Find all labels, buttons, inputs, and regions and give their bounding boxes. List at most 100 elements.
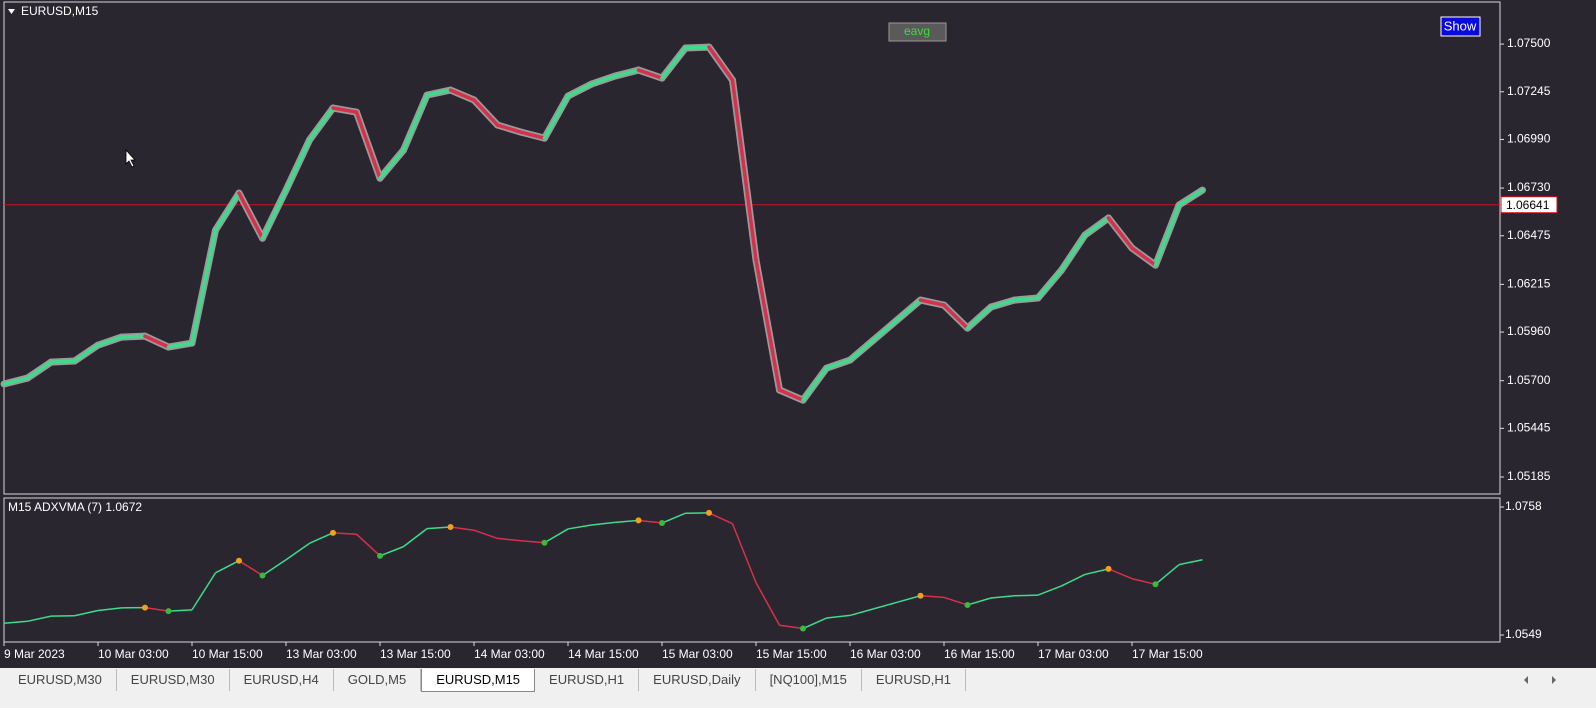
turn-dot	[964, 601, 971, 608]
turn-dot	[541, 539, 548, 546]
indicator-segment	[97, 607, 122, 612]
turn-dot	[447, 523, 454, 530]
indicator-segment	[520, 540, 545, 544]
x-tick-label: 16 Mar 15:00	[944, 647, 1015, 661]
adxvma-segment	[190, 228, 218, 345]
adxvma-segment	[895, 298, 923, 322]
adxvma-segment	[942, 303, 970, 330]
show-label: Show	[1444, 18, 1477, 33]
indicator-segment	[779, 624, 804, 630]
indicator-frame	[3, 497, 1501, 643]
turn-dot	[917, 592, 924, 599]
adxvma-segment	[707, 45, 735, 82]
mouse-cursor	[125, 148, 136, 168]
chart-tab[interactable]: GOLD,M5	[334, 669, 422, 691]
y-tick-label: 1.06990	[1507, 132, 1551, 146]
x-tick-label: 17 Mar 03:00	[1038, 647, 1109, 661]
adxvma-segment	[72, 343, 100, 363]
chart-tab[interactable]: [NQ100],M15	[756, 669, 862, 691]
indicator-segment	[896, 595, 921, 604]
chart-title: EURUSD,M15	[21, 4, 99, 18]
y-tick-label: 1.06730	[1507, 180, 1551, 194]
chart-tab[interactable]: EURUSD,M30	[117, 669, 230, 691]
adxvma-segment	[589, 74, 617, 86]
x-tick-label: 13 Mar 03:00	[286, 647, 357, 661]
turn-dot	[1105, 565, 1112, 572]
adxvma-segment	[1106, 216, 1134, 250]
turn-dot	[330, 529, 336, 536]
indicator-title: M15 ADXVMA (7) 1.0672	[8, 500, 142, 514]
eavg-label: eavg	[904, 24, 930, 38]
adxvma-segment	[166, 341, 194, 349]
x-tick-label: 17 Mar 15:00	[1132, 647, 1203, 661]
adxvma-segment	[119, 334, 147, 339]
adxvma-segment	[801, 366, 829, 402]
chart-tab[interactable]: EURUSD,Daily	[639, 669, 756, 691]
adxvma-segment	[965, 305, 993, 330]
adxvma-segment	[495, 123, 523, 134]
indicator-segment	[920, 595, 945, 599]
adxvma-segment	[1153, 203, 1181, 267]
indicator-segment	[544, 528, 569, 544]
adxvma-segment	[1130, 246, 1158, 267]
indicator-segment	[943, 596, 968, 606]
chart-tab[interactable]: EURUSD,H4	[230, 669, 334, 691]
chart-tab[interactable]: EURUSD,H1	[535, 669, 640, 691]
x-tick-label: 14 Mar 03:00	[474, 647, 545, 661]
adxvma-segment	[871, 318, 899, 342]
indicator-segment	[262, 559, 287, 577]
turn-dot	[635, 517, 642, 524]
indicator-segment	[3, 620, 28, 625]
indicator-line	[3, 512, 1203, 630]
turn-dot	[1152, 581, 1159, 588]
turn-dot	[142, 604, 148, 611]
indicator-segment	[168, 609, 193, 612]
adxvma-segment	[401, 93, 429, 152]
indicator-segment	[661, 512, 686, 524]
adxvma-segment	[1177, 188, 1205, 207]
indicator-segment	[967, 597, 992, 606]
adxvma-segment	[448, 88, 476, 102]
scroll-arrows[interactable]	[1524, 676, 1556, 684]
chart-tab[interactable]: EURUSD,M30	[4, 669, 117, 691]
adxvma-segment	[660, 46, 688, 80]
menu-arrow[interactable]	[8, 9, 15, 14]
y-tick-label: 1.05960	[1507, 324, 1551, 338]
background	[0, 0, 1596, 668]
x-tick-label: 16 Mar 03:00	[850, 647, 921, 661]
x-tick-label: 14 Mar 15:00	[568, 647, 639, 661]
tab-bar: EURUSD,M30 EURUSD,M30 EURUSD,H4 GOLD,M5 EURU…	[4, 669, 967, 692]
y-tick-label: 1.06475	[1507, 228, 1551, 242]
y-tick-label: 1.0758	[1505, 499, 1542, 513]
chart-tab[interactable]: EURUSD,H1	[862, 669, 967, 691]
x-tick-label: 15 Mar 03:00	[662, 647, 733, 661]
indicator-segment	[497, 537, 522, 542]
adxvma-segment	[824, 358, 852, 370]
eavg-button[interactable]	[888, 22, 947, 42]
turn-dot	[706, 509, 712, 516]
adxvma-segment	[754, 258, 782, 392]
adxvma-segment	[613, 68, 641, 78]
indicator-segment	[802, 617, 827, 630]
adxvma-segment	[730, 78, 758, 262]
adxvma-segment	[260, 188, 288, 240]
indicator-segment	[708, 512, 733, 525]
indicator-segment	[826, 614, 851, 619]
x-tick-label: 13 Mar 15:00	[380, 647, 451, 661]
adxvma-segment	[237, 191, 265, 240]
indicator-segment	[1084, 568, 1109, 576]
show-button[interactable]	[1440, 16, 1481, 37]
adxvma-segment	[472, 98, 500, 127]
chart-tab[interactable]: EURUSD,M15	[421, 669, 536, 692]
adxvma-segment	[49, 359, 77, 364]
adxvma-segment	[636, 68, 664, 80]
indicator-segment	[379, 545, 404, 557]
adxvma-segment	[213, 191, 241, 232]
indicator-segment	[403, 528, 428, 548]
adxvma-segment	[284, 138, 312, 192]
y-tick-label: 1.05185	[1507, 469, 1551, 483]
adxvma-segment	[331, 106, 359, 114]
indicator-segment	[755, 582, 781, 626]
indicator-segment	[473, 529, 498, 540]
